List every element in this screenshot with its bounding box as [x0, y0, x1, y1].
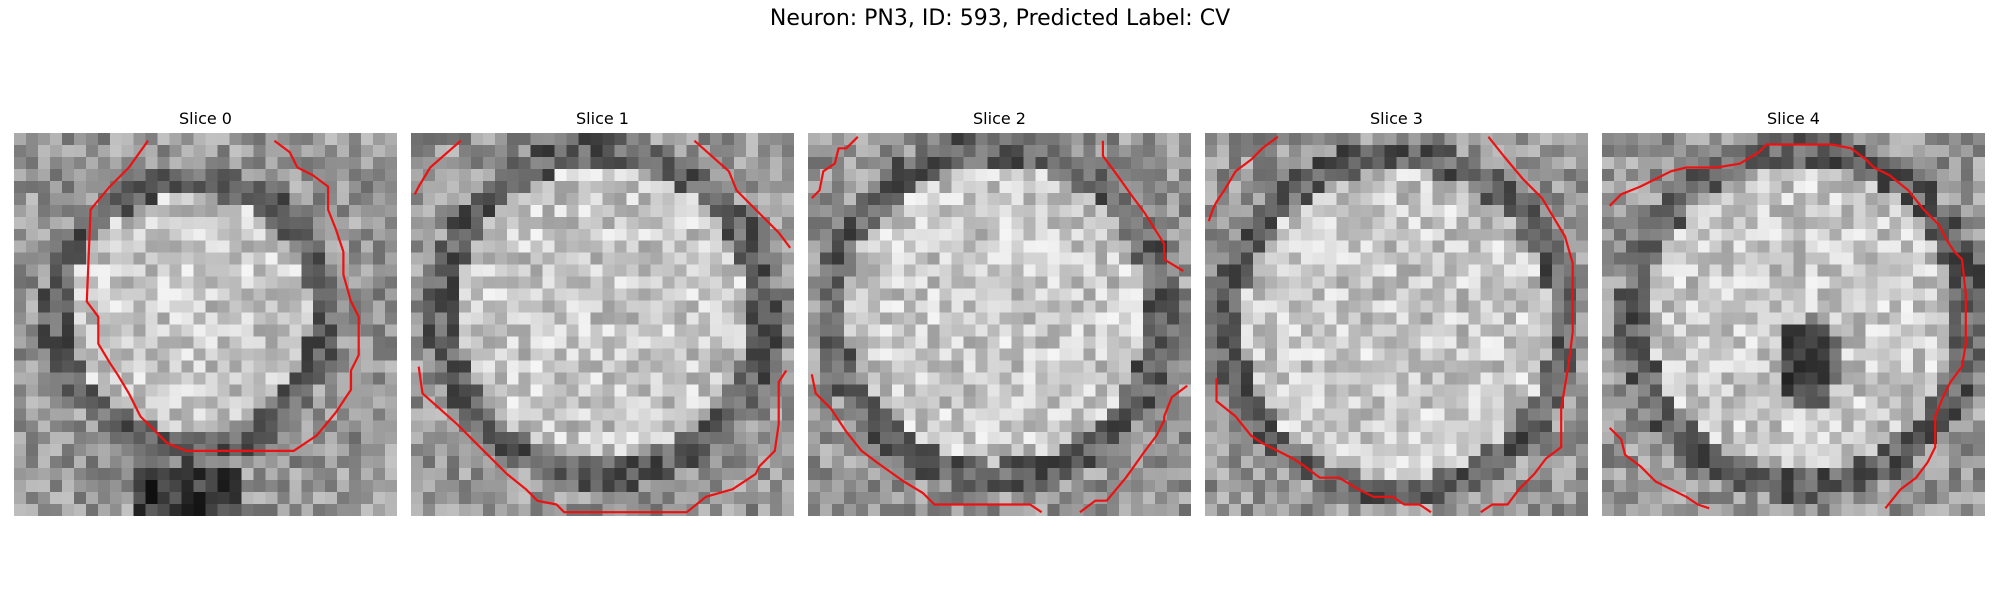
contour-line — [1209, 137, 1278, 221]
slice-image — [14, 133, 397, 516]
slice-title: Slice 1 — [411, 108, 794, 130]
slice-image — [411, 133, 794, 516]
slice-panel: Slice 4 — [1602, 108, 1985, 516]
slice-title: Slice 3 — [1205, 108, 1588, 130]
contour-line — [1481, 137, 1573, 512]
contour-line — [1103, 141, 1183, 271]
contour-line — [1610, 428, 1710, 508]
contour-line — [1610, 145, 1966, 509]
contour-line — [812, 374, 1042, 512]
contour-line — [694, 141, 790, 248]
contour-overlay — [1205, 133, 1588, 516]
slice-image — [1602, 133, 1985, 516]
slice-panel: Slice 2 — [808, 108, 1191, 516]
contour-line — [419, 367, 787, 513]
slice-image — [808, 133, 1191, 516]
slice-title: Slice 4 — [1602, 108, 1985, 130]
contour-line — [1217, 378, 1432, 512]
slice-title: Slice 2 — [808, 108, 1191, 130]
slice-image — [1205, 133, 1588, 516]
contour-line — [87, 141, 359, 451]
slice-panel: Slice 1 — [411, 108, 794, 516]
slice-panel: Slice 0 — [14, 108, 397, 516]
slice-panel: Slice 3 — [1205, 108, 1588, 516]
contour-line — [812, 137, 858, 198]
contour-overlay — [1602, 133, 1985, 516]
contour-line — [1080, 386, 1187, 512]
contour-overlay — [14, 133, 397, 516]
contour-overlay — [808, 133, 1191, 516]
contour-overlay — [411, 133, 794, 516]
figure-title: Neuron: PN3, ID: 593, Predicted Label: C… — [0, 6, 2000, 31]
contour-line — [415, 141, 461, 195]
slice-title: Slice 0 — [14, 108, 397, 130]
